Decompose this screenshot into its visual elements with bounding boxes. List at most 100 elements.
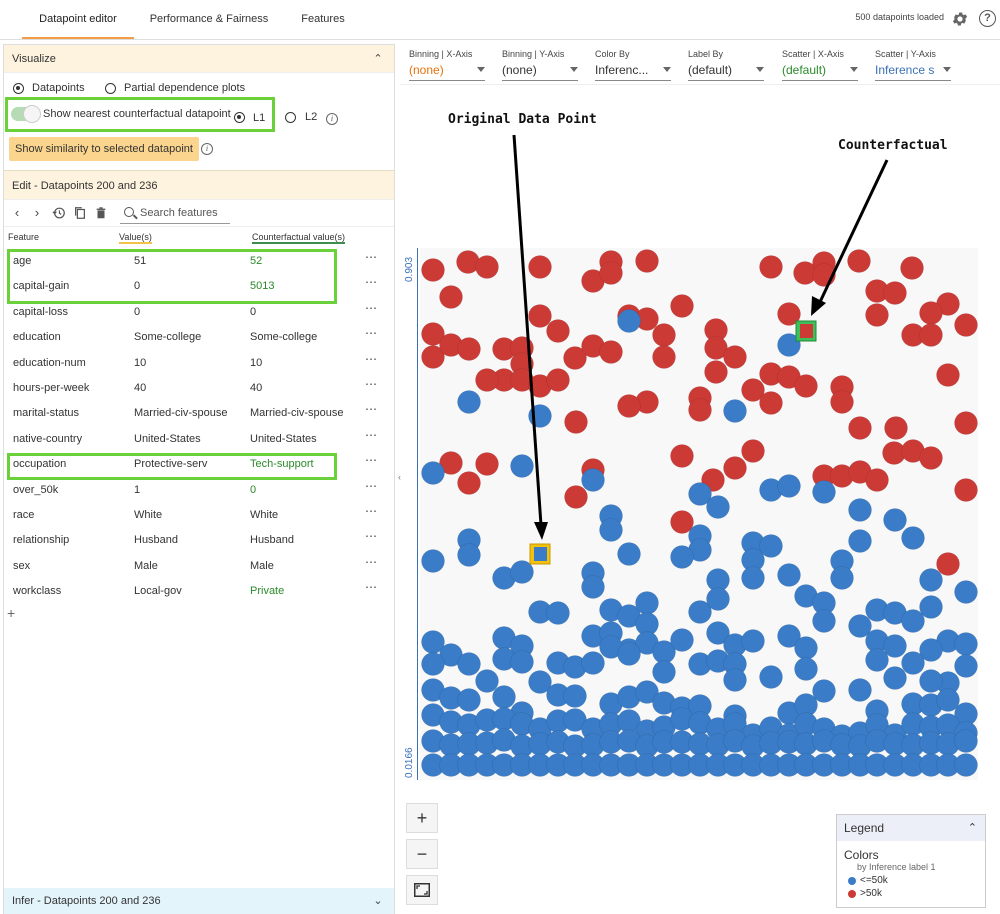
- more-options-icon[interactable]: ⋯: [365, 580, 378, 595]
- counterfactual-value[interactable]: Married-civ-spouse: [250, 407, 344, 420]
- datapoint[interactable]: [741, 439, 765, 463]
- counterfactual-datapoint-marker[interactable]: [795, 320, 817, 342]
- datapoint[interactable]: [919, 323, 943, 347]
- feature-value[interactable]: United-States: [134, 432, 201, 445]
- datapoint[interactable]: [883, 666, 907, 690]
- copy-icon[interactable]: [73, 206, 87, 220]
- datapoint[interactable]: [777, 333, 801, 357]
- more-options-icon[interactable]: ⋯: [365, 402, 378, 417]
- datapoint[interactable]: [954, 313, 978, 337]
- datapoint[interactable]: [421, 652, 445, 676]
- feature-value[interactable]: Local-gov: [134, 585, 182, 598]
- datapoint[interactable]: [706, 495, 730, 519]
- feature-value[interactable]: Some-college: [134, 331, 202, 344]
- datapoint[interactable]: [475, 452, 499, 476]
- datapoint[interactable]: [848, 614, 872, 638]
- visualize-section-header[interactable]: Visualize ⌃: [4, 45, 394, 73]
- datapoint[interactable]: [919, 595, 943, 619]
- datapoint[interactable]: [510, 650, 534, 674]
- datapoint[interactable]: [475, 669, 499, 693]
- datapoint[interactable]: [759, 391, 783, 415]
- datapoint[interactable]: [954, 654, 978, 678]
- radio-l1[interactable]: [234, 112, 245, 123]
- feature-value[interactable]: Protective-serv: [134, 458, 208, 471]
- datapoint[interactable]: [777, 302, 801, 326]
- datapoint[interactable]: [704, 360, 728, 384]
- datapoint[interactable]: [777, 624, 801, 648]
- datapoint[interactable]: [457, 471, 481, 495]
- datapoint[interactable]: [848, 498, 872, 522]
- datapoint[interactable]: [421, 549, 445, 573]
- datapoint[interactable]: [581, 651, 605, 675]
- show-similarity-button[interactable]: Show similarity to selected datapoint: [9, 137, 199, 161]
- chevron-left-icon[interactable]: ‹: [14, 205, 20, 220]
- datapoint[interactable]: [421, 461, 445, 485]
- more-options-icon[interactable]: ⋯: [365, 250, 378, 264]
- radio-datapoints[interactable]: [13, 83, 24, 94]
- datapoint[interactable]: [492, 685, 516, 709]
- more-options-icon[interactable]: ⋯: [365, 478, 378, 493]
- datapoint[interactable]: [475, 368, 499, 392]
- datapoint[interactable]: [564, 410, 588, 434]
- more-options-icon[interactable]: ⋯: [365, 300, 378, 315]
- datapoint[interactable]: [581, 575, 605, 599]
- datapoint[interactable]: [723, 399, 747, 423]
- zoom-in-button[interactable]: +: [406, 803, 438, 833]
- feature-value[interactable]: White: [134, 509, 163, 521]
- datapoint[interactable]: [936, 688, 960, 712]
- more-options-icon[interactable]: ⋯: [365, 377, 378, 391]
- panel-resize-handle[interactable]: ‹: [398, 472, 401, 482]
- datapoint[interactable]: [706, 621, 730, 645]
- feature-value[interactable]: 1: [134, 483, 141, 496]
- chevron-up-icon[interactable]: ⌃: [967, 822, 977, 834]
- datapoint[interactable]: [421, 345, 445, 369]
- counterfactual-value[interactable]: 0: [250, 305, 257, 318]
- feature-value[interactable]: 40: [134, 382, 147, 394]
- counterfactual-value[interactable]: United-States: [250, 432, 317, 445]
- datapoint[interactable]: [546, 368, 570, 392]
- datapoint[interactable]: [617, 542, 641, 566]
- datapoint[interactable]: [723, 456, 747, 480]
- datapoint[interactable]: [475, 255, 499, 279]
- feature-value[interactable]: 0: [134, 280, 141, 293]
- datapoint[interactable]: [635, 249, 659, 273]
- datapoint[interactable]: [457, 337, 481, 361]
- counterfactual-value[interactable]: 40: [250, 382, 263, 394]
- datapoint[interactable]: [635, 591, 659, 615]
- counterfactual-value[interactable]: Male: [250, 559, 274, 572]
- datapoint[interactable]: [883, 508, 907, 532]
- zoom-out-button[interactable]: −: [406, 839, 438, 869]
- datapoint[interactable]: [652, 660, 676, 684]
- datapoint[interactable]: [439, 451, 463, 475]
- datapoint[interactable]: [741, 629, 765, 653]
- datapoint[interactable]: [848, 416, 872, 440]
- more-options-icon[interactable]: ⋯: [365, 529, 378, 544]
- dropdown-label-by[interactable]: Label By (default): [688, 47, 764, 81]
- datapoint[interactable]: [883, 281, 907, 305]
- counterfactual-value[interactable]: White: [250, 509, 279, 521]
- radio-partial-dependence[interactable]: [105, 83, 116, 94]
- delete-icon[interactable]: [94, 206, 108, 220]
- datapoint[interactable]: [759, 534, 783, 558]
- more-options-icon[interactable]: ⋯: [365, 504, 378, 518]
- datapoint[interactable]: [617, 642, 641, 666]
- add-feature-button[interactable]: +: [7, 605, 16, 621]
- feature-value[interactable]: Male: [134, 559, 158, 572]
- chevron-right-icon[interactable]: ›: [34, 205, 40, 220]
- datapoint[interactable]: [652, 323, 676, 347]
- feature-value[interactable]: Husband: [134, 534, 179, 547]
- datapoint[interactable]: [599, 340, 623, 364]
- counterfactual-value[interactable]: 52: [250, 255, 263, 267]
- datapoint[interactable]: [865, 303, 889, 327]
- feature-value[interactable]: Married-civ-spouse: [134, 407, 228, 420]
- datapoint[interactable]: [901, 609, 925, 633]
- chevron-down-icon[interactable]: ⌄: [373, 895, 383, 907]
- dropdown-scatter-y-axis[interactable]: Scatter | Y-Axis Inference s: [875, 47, 951, 81]
- info-icon[interactable]: i: [326, 113, 338, 125]
- dropdown-color-by[interactable]: Color By Inferenc...: [595, 47, 671, 81]
- feature-value[interactable]: 51: [134, 255, 147, 267]
- infer-section-header[interactable]: Infer - Datapoints 200 and 236 ⌄: [4, 888, 394, 914]
- radio-l2[interactable]: [285, 112, 296, 123]
- datapoint[interactable]: [723, 345, 747, 369]
- datapoint[interactable]: [563, 684, 587, 708]
